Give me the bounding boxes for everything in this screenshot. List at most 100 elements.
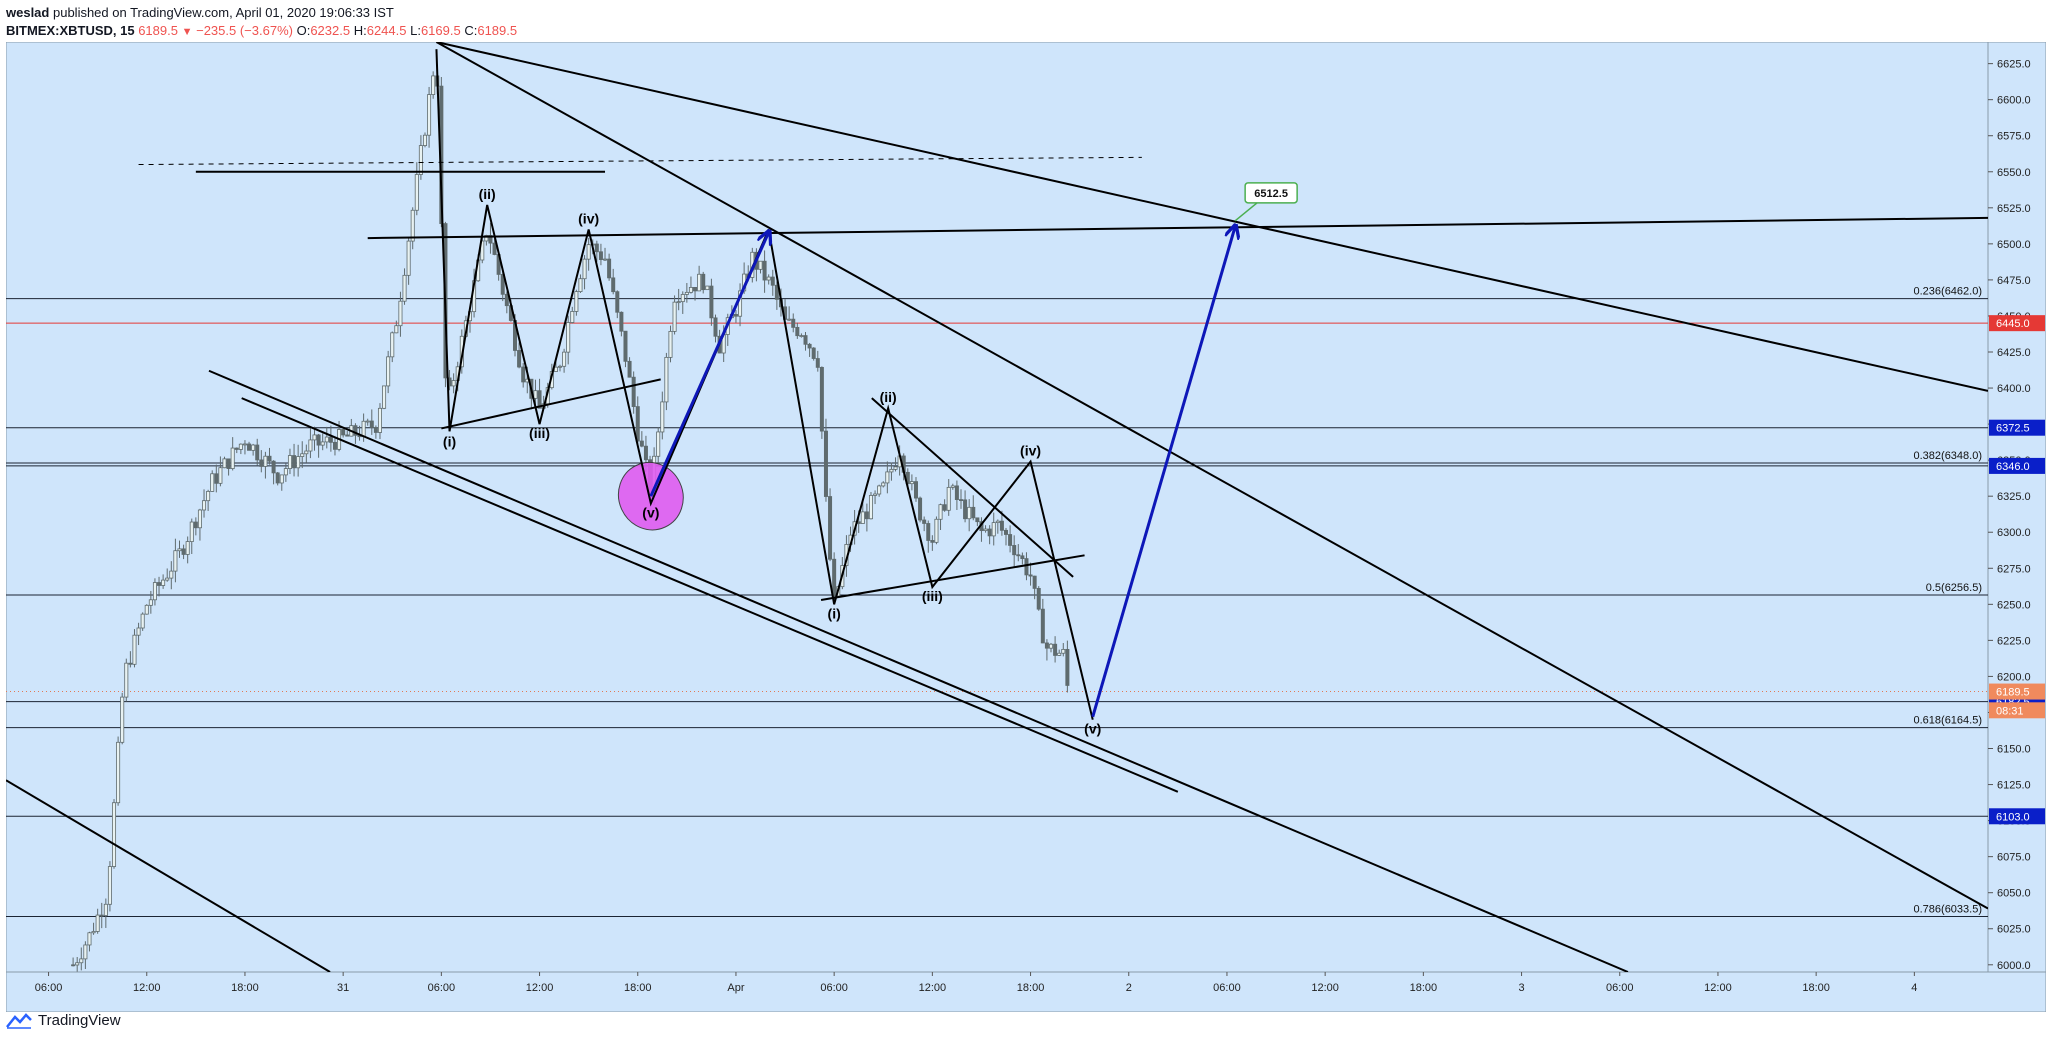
candle-body [672,301,677,332]
candle-body [300,453,305,457]
candle-body [263,455,268,467]
footer-branding[interactable]: TradingView [6,1012,121,1029]
candle-body [345,434,350,437]
candle-body [152,582,157,601]
candle-body [958,499,963,501]
candle-body [148,599,153,606]
down-arrow-icon: ▼ [181,26,193,38]
candle-body [566,322,571,353]
x-tick-label: 06:00 [428,982,456,994]
y-tick-label: 6575.0 [1997,131,2031,143]
candle-body [934,518,939,543]
candle-body [950,485,955,488]
publish-info: published on TradingView.com, April 01, … [52,5,394,20]
x-tick-label: 06:00 [1213,982,1241,994]
wave-path [767,229,1094,720]
price-chart[interactable]: (i) (ii) (iii) (iv) (v) (i) (ii) (iii) (iv) (v) 65… [6,42,2046,1012]
candle-body [353,425,358,436]
candle-body [99,914,104,917]
candle-body [623,330,628,362]
candle-body [1065,649,1070,686]
candle-body [95,914,100,932]
y-tick-label: 6625.0 [1997,59,2031,71]
candle-body [643,445,648,461]
candle-body [926,523,931,541]
last-price-badge [1989,702,2045,719]
candle-body [787,318,792,321]
candle-body [660,401,665,433]
candle-body [271,460,276,474]
close-label: C: [464,23,478,38]
trend-line [6,779,331,972]
candle-body [799,335,804,337]
candle-body [1040,608,1045,644]
y-tick-label: 6225.0 [1997,635,2031,647]
y-tick-label: 6475.0 [1997,275,2031,287]
candle-body [292,455,297,469]
candle-body [451,380,456,387]
candle-body [791,318,796,328]
open-label: O: [296,23,311,38]
candle-body [893,466,898,470]
candle-body [774,284,779,300]
candle-body [124,662,129,698]
candle-body [942,504,947,511]
x-tick-label: 31 [337,982,349,994]
candle-body [87,932,92,946]
candle-body [656,431,661,457]
candle-body [1020,555,1025,559]
fib-level-label: 0.236(6462.0) [1914,286,1983,298]
wave-label: (ii) [880,389,897,405]
plot-layer: (i) (ii) (iii) (iv) (v) (i) (ii) (iii) (iv) (v) 65… [6,42,1988,972]
candle-body [427,94,432,136]
y-tick-label: 6300.0 [1997,527,2031,539]
candle-body [279,474,284,484]
candle-body [316,434,321,446]
target-price-text: 6512.5 [1254,188,1288,200]
candle-body [377,407,382,433]
candle-body [365,420,370,423]
candle-body [103,903,108,916]
candle-body [218,467,223,484]
x-tick-label: 2 [1126,982,1132,994]
candle-body [332,441,337,450]
y-tick-label: 6250.0 [1997,599,2031,611]
candle-body [418,145,423,175]
candle-body [251,444,256,451]
candle-body [803,335,808,345]
y-tick-label: 6550.0 [1997,167,2031,179]
symbol-name[interactable]: BITMEX:XBTUSD, 15 [6,23,135,38]
candle-body [558,365,563,368]
author-name[interactable]: weslad [6,5,50,20]
wave-label: (i) [828,605,841,621]
candle-body [864,511,869,520]
candle-body [1044,642,1049,649]
price-change: −235.5 (−3.67%) [196,23,293,38]
candle-body [811,347,816,359]
publish-line: weslad published on TradingView.com, Apr… [6,4,517,22]
candle-body [922,519,927,524]
candle-body [480,240,485,261]
chart-area[interactable]: (i) (ii) (iii) (iv) (v) (i) (ii) (iii) (iv) (v) 65… [6,42,2046,1012]
candle-body [173,550,178,572]
candle-body [918,497,923,521]
candle-body [971,506,976,519]
candle-body [639,440,644,447]
candle-body [181,548,186,555]
candle-body [680,294,685,303]
candle-body [664,356,669,403]
candle-body [1049,643,1054,649]
candle-body [762,260,767,281]
candle-body [324,436,329,443]
price-badge [1989,315,2045,332]
candle-body [995,520,1000,524]
candle-body [390,332,395,358]
candle-body [214,473,219,484]
candle-body [676,301,681,304]
candle-body [1061,649,1066,654]
wave-label: (v) [642,504,659,520]
y-tick-label: 6400.0 [1997,383,2031,395]
candle-body [975,517,980,523]
y-tick-label: 6000.0 [1997,960,2031,972]
price-badge [1989,457,2045,474]
